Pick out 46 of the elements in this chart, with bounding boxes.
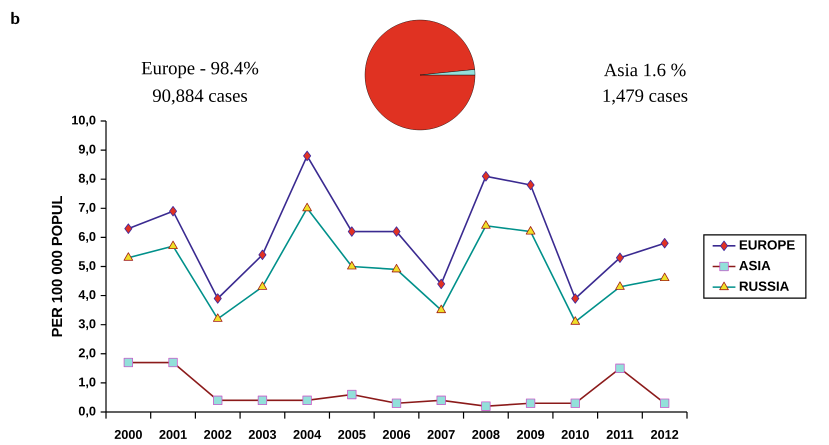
x-tick-label: 2003: [248, 430, 276, 440]
point: [392, 226, 401, 237]
x-tick-label: 2010: [562, 430, 589, 439]
x-tick-label: 2008: [472, 430, 500, 439]
x-tick-label: 2000: [114, 430, 142, 439]
y-axis-title: PER 100 000 POPUL: [52, 196, 62, 336]
y-tick-label: 0,0: [78, 406, 96, 418]
y-tick-label: 7,0: [78, 202, 96, 214]
legend-label: RUSSIA: [740, 281, 789, 291]
point: [660, 238, 669, 248]
text: 1,479 cases: [604, 89, 688, 105]
point: [303, 150, 312, 162]
y-tick-label: 5,0: [78, 261, 96, 272]
x-tick-label: 2007: [428, 430, 455, 439]
text: Asia 1.6 %: [604, 64, 686, 76]
y-tick-label: 4,0: [78, 290, 96, 301]
point: [482, 171, 490, 182]
x-tick-label: 2006: [382, 430, 410, 439]
legend-label: EUROPE: [740, 240, 795, 250]
y-tick-label: 2,0: [78, 348, 96, 360]
point: [258, 250, 266, 260]
y-tick-label: 8,0: [78, 174, 96, 185]
point: [571, 293, 580, 304]
y-tick-label: 3,0: [78, 319, 96, 330]
text: b: [11, 12, 20, 24]
y-tick-label: 9,0: [78, 144, 96, 156]
point: [169, 206, 178, 216]
point: [526, 180, 535, 190]
x-tick-label: 2009: [516, 430, 544, 439]
point: [124, 223, 132, 234]
x-tick-label: 2005: [338, 430, 366, 439]
point: [214, 293, 222, 304]
y-tick-label: 10,0: [72, 116, 96, 126]
x-tick-label: 2002: [204, 430, 232, 439]
x-tick-label: 2012: [651, 430, 678, 439]
y-tick-label: 6,0: [78, 232, 96, 243]
point: [437, 278, 446, 290]
point: [616, 252, 624, 263]
y-tick-label: 1,0: [79, 377, 96, 388]
legend-label: ASIA: [739, 260, 770, 270]
x-tick-label: 2004: [293, 430, 322, 439]
text: 90,884 cases: [152, 89, 248, 105]
point: [348, 226, 356, 237]
x-tick-label: 2011: [606, 430, 634, 439]
x-tick-label: 2001: [159, 430, 187, 439]
text: Europe - 98.4%: [142, 62, 258, 78]
